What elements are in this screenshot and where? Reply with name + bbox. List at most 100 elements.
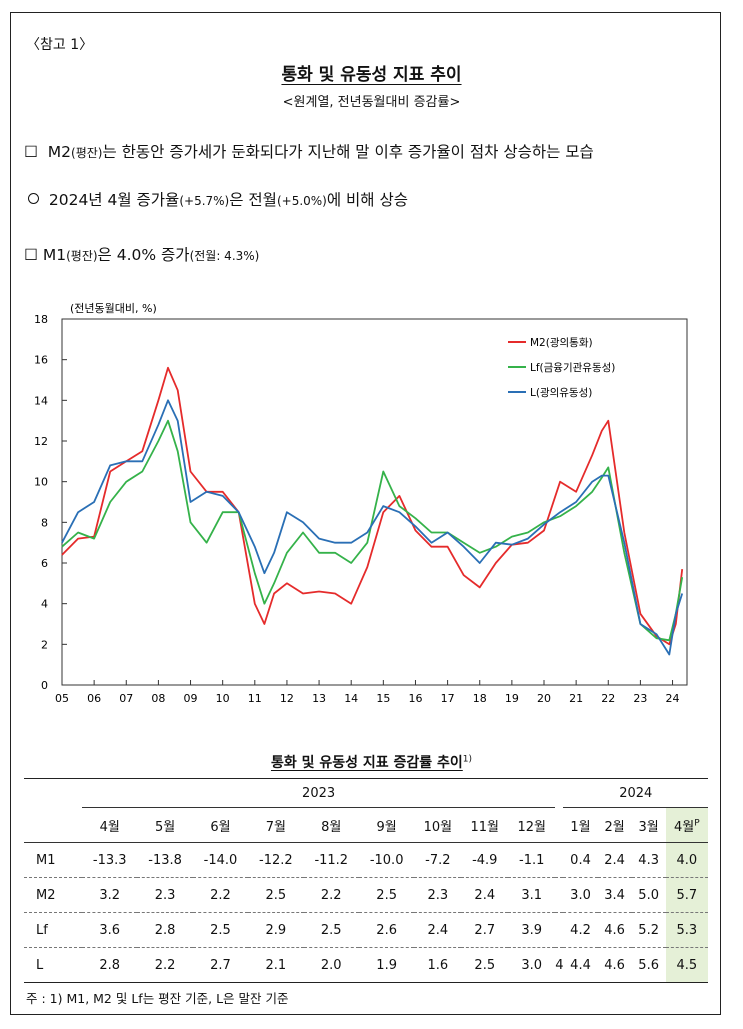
table-cell: -14.0 <box>192 842 249 878</box>
table-row: M1 -13.3 -13.8 -14.0 -12.2 -11.2 -10.0 -7.2 -4.9… <box>24 842 708 878</box>
checkbox-square-icon: ☐ <box>24 143 38 161</box>
month-header: 6월 <box>192 807 249 843</box>
checkbox-square-icon: ☐ <box>24 246 38 264</box>
y-tick-label: 18 <box>34 313 48 326</box>
series-line-1 <box>61 419 684 642</box>
bullet-m2: ☐ M2(평잔)는 한동안 증가세가 둔화되다가 지난해 말 이후 증가율이 점… <box>24 143 594 161</box>
table-month-row: 4월 5월 6월 7월 8월 9월 10월 11월 12월 1월 2월 3월 4월P <box>24 807 708 843</box>
x-tick-label: 09 <box>184 692 198 705</box>
table-cell: 2.8 <box>82 947 138 983</box>
y-tick-label: 8 <box>41 516 48 529</box>
table-cell: 5.6 <box>631 947 666 983</box>
x-tick-label: 15 <box>376 692 390 705</box>
table-cell: 2.5 <box>192 912 249 948</box>
table-cell: 2.9 <box>248 912 304 948</box>
table-cell: 2.4 <box>461 877 509 913</box>
x-tick-label: 20 <box>537 692 551 705</box>
table-cell: -12.2 <box>248 842 304 878</box>
x-tick-label: 08 <box>151 692 165 705</box>
table-cell: 3.0 <box>563 877 598 913</box>
document-frame <box>10 12 721 1015</box>
x-tick-label: 10 <box>216 692 230 705</box>
y-tick-label: 0 <box>41 679 48 692</box>
x-tick-label: 13 <box>312 692 326 705</box>
table-cell: 2.0 <box>303 947 359 983</box>
table-year-row: 2023 2024 <box>24 778 708 808</box>
table-cell: 2.5 <box>303 912 359 948</box>
table-cell: 5.0 <box>631 877 666 913</box>
table-cell: -13.3 <box>82 842 138 878</box>
table-cell: 5.2 <box>631 912 666 948</box>
table-cell: -1.1 <box>508 842 556 878</box>
bullet-m1: ☐ M1(평잔)은 4.0% 증가(전월: 4.3%) <box>24 246 260 264</box>
bullet-m2-april: 2024년 4월 증가율(+5.7%)은 전월(+5.0%)에 비해 상승 <box>28 188 408 210</box>
page-subtitle: <원계열, 전년동월대비 증감률> <box>282 95 461 110</box>
table-cell: -4.9 <box>461 842 509 878</box>
month-header: 1월 <box>563 807 598 843</box>
x-tick-label: 12 <box>280 692 294 705</box>
x-tick-label: 24 <box>666 692 680 705</box>
x-tick-label: 21 <box>569 692 583 705</box>
series-line-0 <box>61 366 684 646</box>
table-cell: 4.2 <box>563 912 598 948</box>
table-row: Lf 3.6 2.8 2.5 2.9 2.5 2.6 2.4 2.7 3.9 4.2 4.6 5.2 5.… <box>24 912 708 948</box>
month-header: 5월 <box>137 807 193 843</box>
table-cell: 3.0 <box>508 947 556 983</box>
x-tick-label: 07 <box>119 692 133 705</box>
year-2024: 2024 <box>563 778 708 808</box>
table-cell: -13.8 <box>137 842 193 878</box>
table-cell: -11.2 <box>303 842 359 878</box>
x-tick-label: 23 <box>633 692 647 705</box>
table-cell: -10.0 <box>358 842 415 878</box>
reference-tag: 〈참고 1〉 <box>26 37 94 53</box>
table-cell: 3.6 <box>82 912 138 948</box>
table-cell: 2.4 <box>597 842 632 878</box>
x-tick-label: 17 <box>441 692 455 705</box>
x-tick-label: 14 <box>344 692 358 705</box>
table-cell: 1.9 <box>358 947 415 983</box>
row-label: M2 <box>24 877 82 913</box>
x-tick-label: 16 <box>408 692 422 705</box>
legend-label: L(광의유동성) <box>530 387 592 399</box>
month-header: 11월 <box>461 807 509 843</box>
table-cell: 4.5 <box>665 947 708 983</box>
table-cell: 3.1 <box>508 877 556 913</box>
circle-bullet-icon <box>28 193 39 204</box>
table-cell: 2.2 <box>137 947 193 983</box>
table-cell: 4.3 <box>631 842 666 878</box>
month-header: 9월 <box>358 807 415 843</box>
x-tick-label: 05 <box>55 692 69 705</box>
preliminary-mark: P <box>694 818 700 829</box>
y-tick-label: 12 <box>34 435 48 448</box>
table-cell: 1.6 <box>414 947 462 983</box>
table-cell: 2.2 <box>192 877 249 913</box>
table-cell: 2.3 <box>414 877 462 913</box>
table-row: M2 3.2 2.3 2.2 2.5 2.2 2.5 2.3 2.4 3.1 3.0 3.4 5.0 5.… <box>24 877 708 913</box>
row-label: L <box>24 947 82 983</box>
table-cell: -7.2 <box>414 842 462 878</box>
table-cell: 2.5 <box>248 877 304 913</box>
table-cell: 4.0 <box>665 842 708 878</box>
page-title: 통화 및 유동성 지표 추이 <box>281 65 462 85</box>
y-tick-label: 14 <box>34 394 48 407</box>
table-cell: 4.6 <box>597 947 632 983</box>
month-header: 2월 <box>597 807 632 843</box>
table-cell: 5.7 <box>665 877 708 913</box>
table-cell: 2.2 <box>303 877 359 913</box>
x-tick-label: 06 <box>87 692 101 705</box>
table-cell: 2.1 <box>248 947 304 983</box>
row-label: M1 <box>24 842 82 878</box>
plot-area <box>61 318 688 686</box>
table-title: 통화 및 유동성 지표 증감률 추이1) <box>270 754 473 771</box>
table-cell: 2.7 <box>461 912 509 948</box>
table-cell: 4.4 <box>563 947 598 983</box>
month-header: 4월P <box>665 807 708 843</box>
table-cell: 0.4 <box>563 842 598 878</box>
y-tick-label: 10 <box>34 476 48 489</box>
table-cell: 2.5 <box>358 877 415 913</box>
x-tick-label: 19 <box>505 692 519 705</box>
table-cell: 4.6 <box>597 912 632 948</box>
x-tick-label: 22 <box>601 692 615 705</box>
legend-label: M2(광의통화) <box>530 337 593 349</box>
